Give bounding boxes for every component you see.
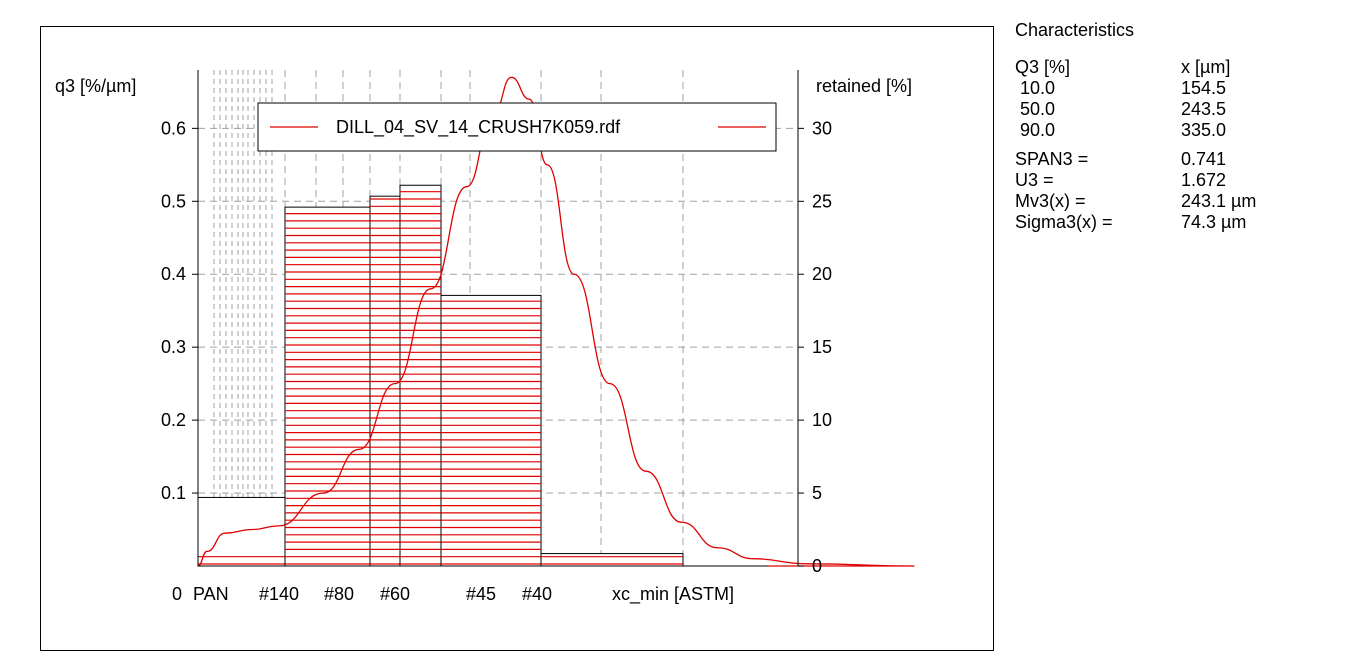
left-tick-label: 0.4 [161,264,186,284]
quantile-row: 50.0 243.5 [1015,99,1345,120]
right-axis-title: retained [%] [816,76,912,96]
stat-row: U3 = 1.672 [1015,170,1345,191]
legend-box [257,102,777,152]
stat-name: U3 = [1015,170,1054,190]
right-tick-label: 0 [812,556,822,576]
quantile-x: 154.5 [1181,78,1227,98]
x-tick-label: 0 [172,584,182,604]
right-tick-label: 30 [812,118,832,138]
bars-layer [197,184,684,567]
quantile-x: 243.5 [1181,99,1227,119]
left-tick-label: 0.1 [161,483,186,503]
plot-box [40,26,994,651]
x-tick-label: #60 [380,584,410,604]
right-tick-label: 20 [812,264,832,284]
x-tick-label: #140 [259,584,299,604]
q3-header: Q3 [%] [1015,57,1071,77]
stat-value: 74.3 µm [1181,212,1247,232]
right-tick-label: 25 [812,191,832,211]
histogram-bar [399,184,442,567]
characteristics-panel: Characteristics Q3 [%] x [µm] 10.0 154.5… [1015,20,1345,233]
legend-label: DILL_04_SV_14_CRUSH7K059.rdf [336,117,621,138]
curve-layer [197,76,915,567]
stat-value: 1.672 [1181,170,1227,190]
quantile-q: 50.0 [1015,99,1056,119]
characteristics-title: Characteristics [1015,20,1345,41]
q3-density-curve [197,76,915,567]
left-axis-title: q3 [%/µm] [55,76,136,96]
histogram-bar [284,206,371,567]
stat-row: Mv3(x) = 243.1 µm [1015,191,1345,212]
left-tick-label: 0.6 [161,118,186,138]
x-tick-label: #40 [522,584,552,604]
quantile-q: 90.0 [1015,120,1056,140]
right-tick-label: 10 [812,410,832,430]
left-tick-label: 0.2 [161,410,186,430]
x-axis-title: xc_min [ASTM] [612,584,734,605]
stat-value: 0.741 [1181,149,1227,169]
histogram-bar [440,294,542,567]
left-tick-label: 0.3 [161,337,186,357]
legend-layer: DILL_04_SV_14_CRUSH7K059.rdf [257,102,777,152]
stat-name: SPAN3 = [1015,149,1089,169]
axes-layer: 0.1 0.2 0.3 0.4 0.5 0.6 0 5 10 15 20 25 30 q3 [%/µm] r… [55,70,912,605]
x-tick-label: PAN [193,584,229,604]
stat-row: Sigma3(x) = 74.3 µm [1015,212,1345,233]
stat-row: SPAN3 = 0.741 [1015,149,1345,170]
quantile-row: 90.0 335.0 [1015,120,1345,141]
stat-name: Mv3(x) = [1015,191,1086,211]
x-tick-label: #80 [324,584,354,604]
x-header: x [µm] [1181,57,1231,77]
quantile-row: 10.0 154.5 [1015,78,1345,99]
quantile-q: 10.0 [1015,78,1056,98]
left-tick-label: 0.5 [161,191,186,211]
quantile-x: 335.0 [1181,120,1227,140]
characteristics-title-text: Characteristics [1015,20,1135,40]
quantile-header: Q3 [%] x [µm] [1015,57,1345,78]
right-tick-label: 15 [812,337,832,357]
right-tick-label: 5 [812,483,822,503]
stat-name: Sigma3(x) = [1015,212,1113,232]
x-tick-label: #45 [466,584,496,604]
histogram-bar [197,496,286,567]
stat-value: 243.1 µm [1181,191,1257,211]
